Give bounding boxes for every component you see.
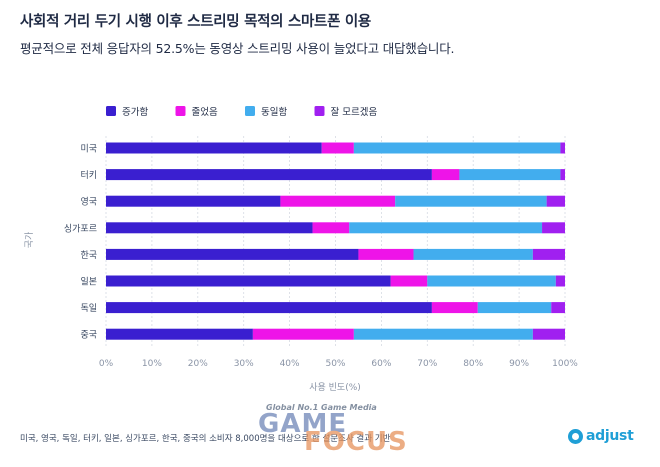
bar-segment — [532, 328, 565, 340]
bar-segment — [321, 142, 354, 154]
bar-segment — [106, 248, 359, 260]
watermark-tagline: Global No.1 Game Media — [266, 403, 377, 412]
x-tick-label: 80% — [463, 359, 483, 369]
x-tick-label: 20% — [188, 359, 208, 369]
bar-segment — [349, 222, 543, 234]
bar-segment — [106, 275, 391, 287]
bar-segment — [312, 222, 350, 234]
x-tick-label: 30% — [234, 359, 254, 369]
footnote: 미국, 영국, 독일, 터키, 일본, 싱가포르, 한국, 중국의 소비자 8,… — [20, 434, 391, 444]
chart-subtitle: 평균적으로 전체 응답자의 52.5%는 동영상 스트리밍 사용이 늘었다고 대… — [20, 41, 455, 56]
y-tick-label: 미국 — [80, 144, 97, 155]
chart-grid — [105, 136, 566, 348]
chart-title: 사회적 거리 두기 시행 이후 스트리밍 목적의 스마트폰 이용 — [20, 14, 371, 30]
bar-segment — [477, 302, 552, 314]
bar-segment — [546, 195, 565, 207]
y-axis-title: 국가 — [24, 232, 35, 249]
bar-segment — [353, 142, 561, 154]
bar-segment — [395, 195, 547, 207]
legend-label: 줄었음 — [192, 106, 218, 118]
bar-segment — [106, 169, 432, 181]
bar-segment — [560, 142, 565, 154]
x-axis-tick-labels: 0% 10% 20% 30% 40% 50% 60% 70% 80% 90% 100% — [99, 359, 578, 369]
bar-segment — [427, 275, 556, 287]
x-tick-label: 100% — [552, 359, 578, 369]
x-tick-label: 70% — [417, 359, 437, 369]
x-tick-label: 50% — [325, 359, 345, 369]
y-tick-label: 독일 — [80, 303, 97, 314]
legend-swatch — [245, 106, 255, 116]
bar-segment — [532, 248, 565, 260]
bar-segment — [431, 302, 478, 314]
x-axis-title: 사용 빈도(%) — [309, 382, 361, 393]
x-tick-label: 90% — [509, 359, 529, 369]
bar-segment — [560, 169, 565, 181]
x-tick-label: 10% — [142, 359, 162, 369]
adjust-logo-icon — [568, 428, 583, 444]
x-tick-label: 60% — [371, 359, 391, 369]
legend-label: 증가함 — [122, 107, 148, 118]
bar-segment — [106, 142, 322, 154]
bar-segment — [390, 275, 428, 287]
x-tick-label: 40% — [280, 359, 300, 369]
gamefocus-watermark: Global No.1 Game Media GAME FOCUS — [258, 403, 418, 459]
bar-segment — [280, 195, 396, 207]
legend-label: 동일함 — [261, 107, 287, 118]
watermark-game: GAME — [258, 409, 348, 439]
y-tick-label: 일본 — [80, 277, 97, 288]
y-tick-label: 영국 — [80, 197, 97, 208]
watermark-focus: FOCUS — [304, 427, 408, 457]
legend-label: 잘 모르겠음 — [331, 106, 378, 118]
y-tick-label: 터키 — [80, 170, 97, 181]
y-tick-label: 중국 — [80, 330, 97, 341]
bar-segment — [555, 275, 565, 287]
bar-segment — [459, 169, 561, 181]
bar-segment — [106, 195, 281, 207]
bar-segment — [106, 222, 313, 234]
chart-bars — [106, 142, 565, 340]
legend-swatch — [314, 106, 325, 116]
bar-segment — [106, 328, 253, 340]
bar-segment — [353, 328, 533, 340]
bar-segment — [542, 222, 565, 234]
bar-segment — [358, 248, 414, 260]
bar-segment — [413, 248, 533, 260]
bar-segment — [431, 169, 460, 181]
y-tick-label: 한국 — [80, 250, 97, 261]
adjust-logo: adjust — [568, 428, 634, 444]
x-tick-label: 0% — [99, 359, 114, 369]
bar-segment — [252, 328, 354, 340]
adjust-logo-text: adjust — [586, 428, 634, 444]
bar-segment — [551, 302, 565, 314]
legend-swatch — [106, 106, 116, 116]
chart-legend: 증가함 줄었음 동일함 잘 모르겠음 — [106, 106, 377, 118]
y-tick-label: 싱가포르 — [64, 223, 97, 234]
bar-segment — [106, 302, 432, 314]
legend-swatch — [175, 106, 186, 116]
